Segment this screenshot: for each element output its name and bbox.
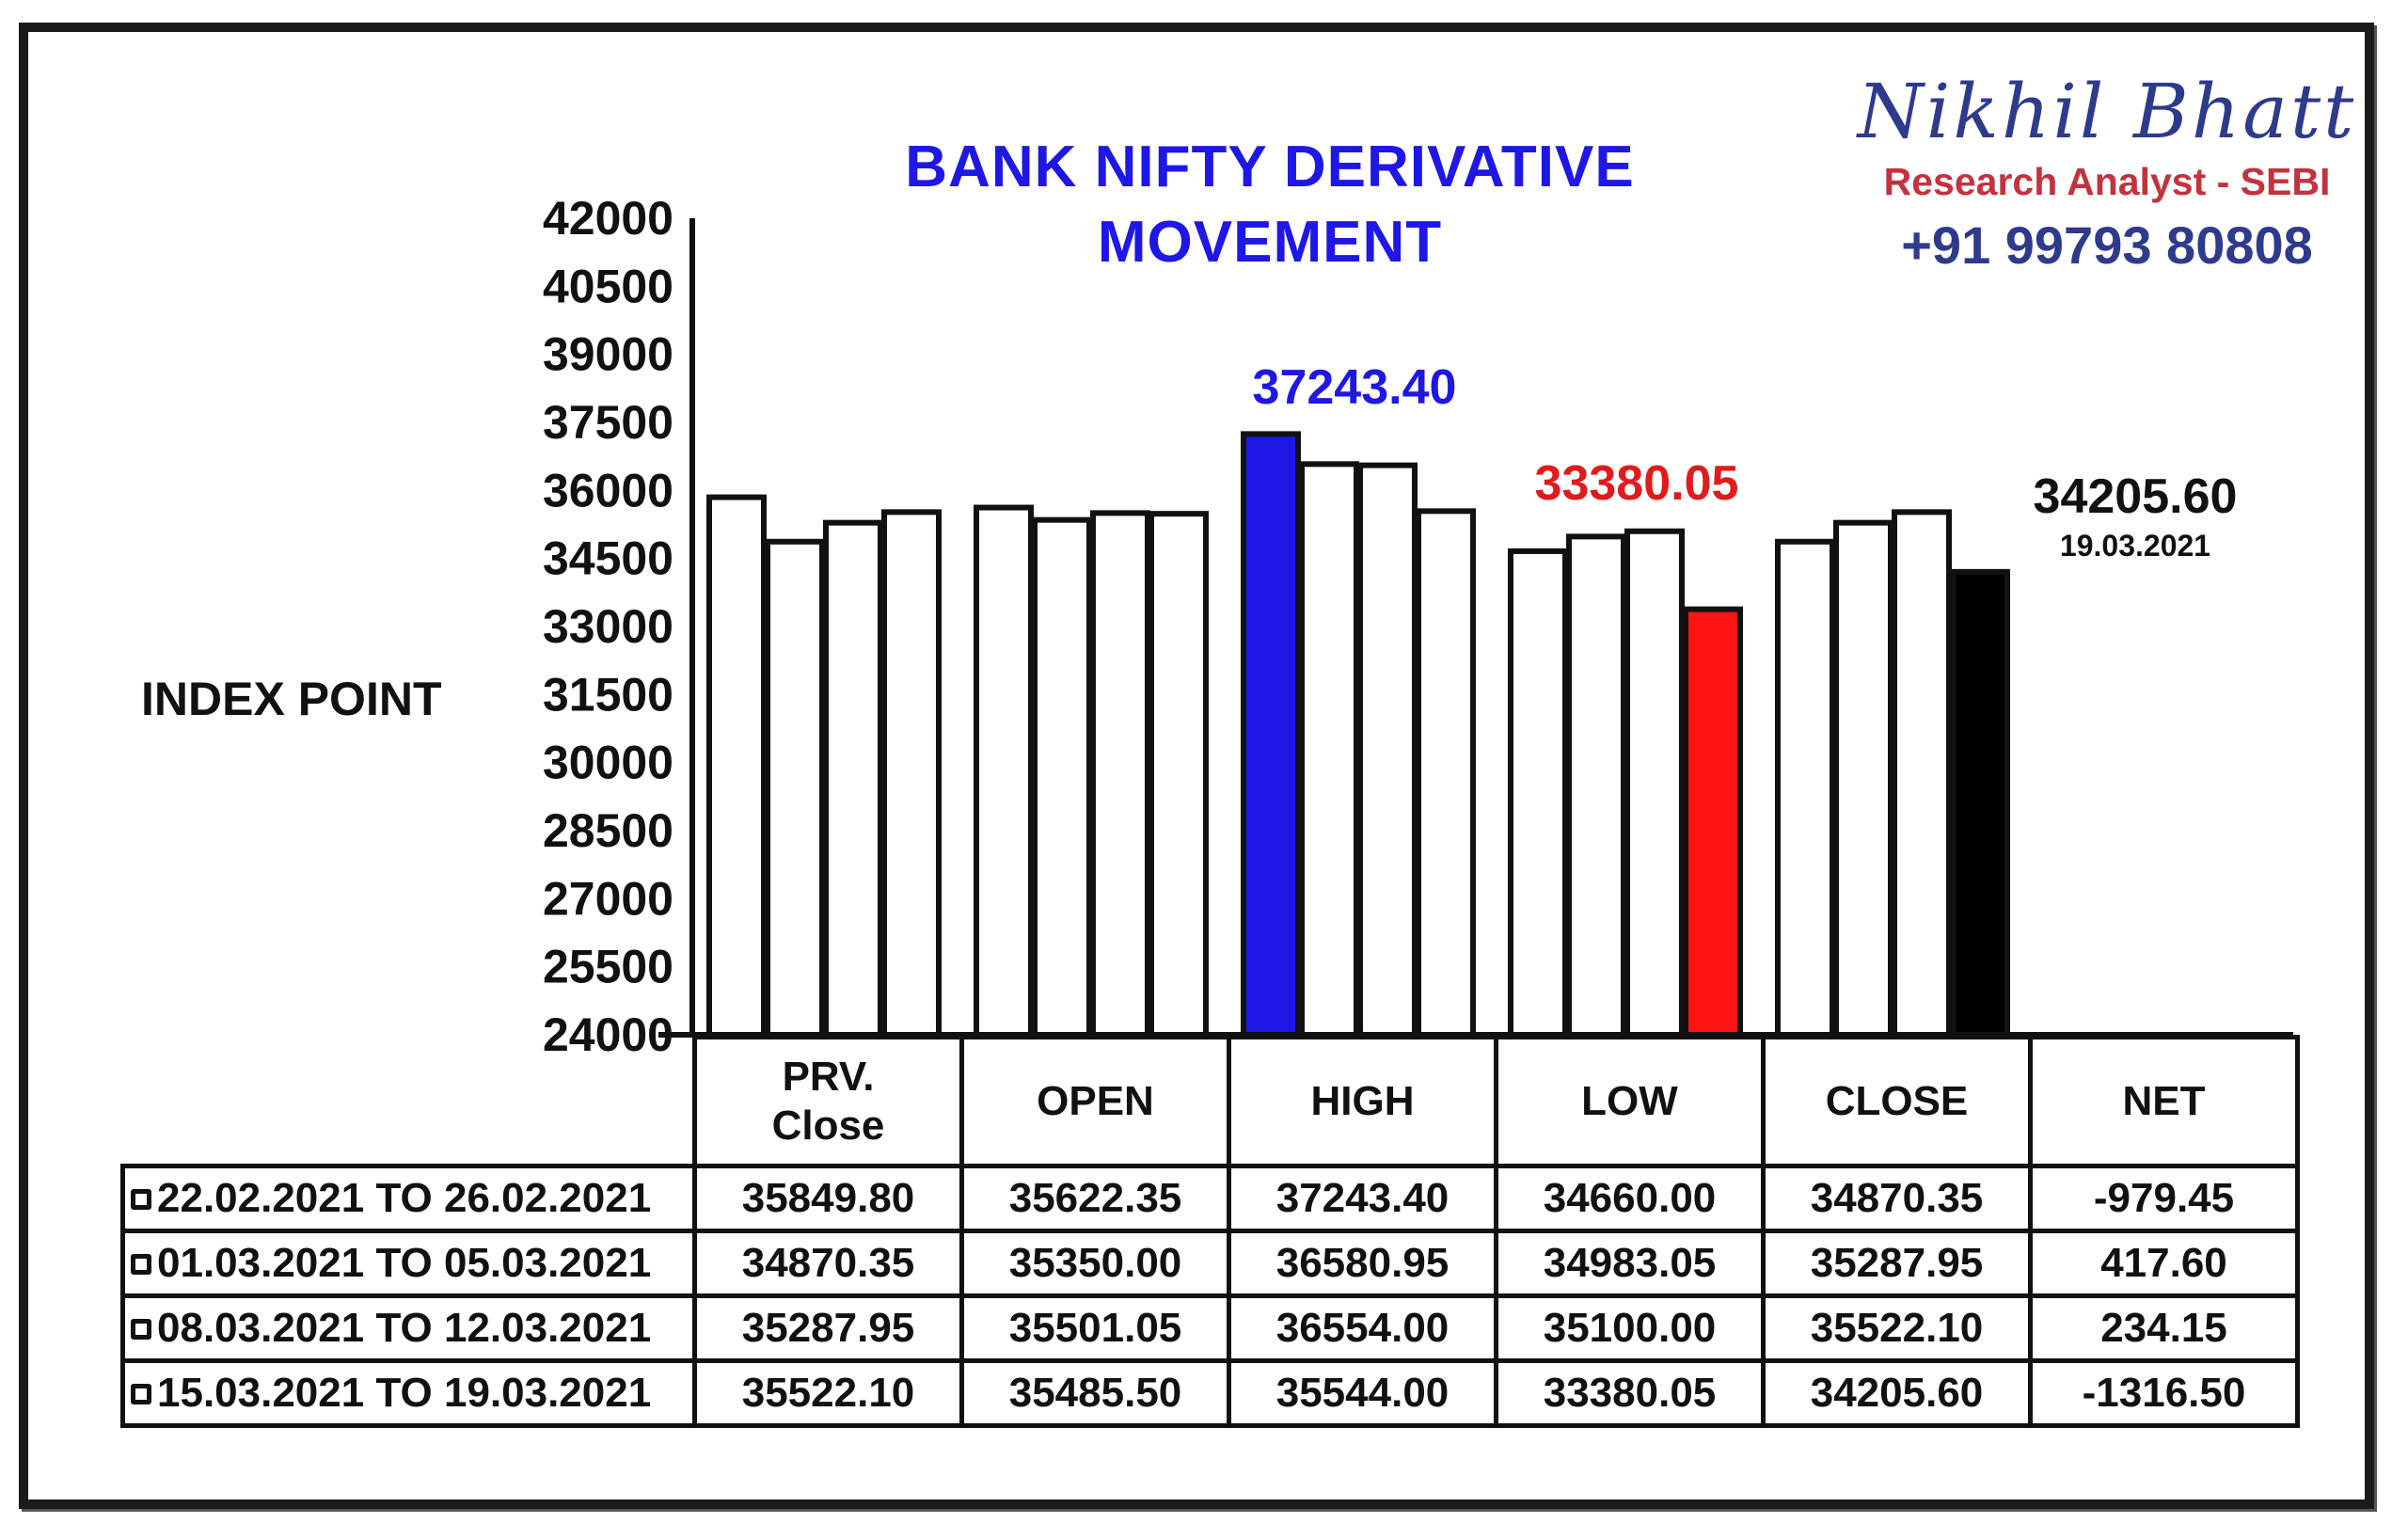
legend-square-icon: [131, 1319, 151, 1340]
bar-low-series-2: [1566, 533, 1626, 1038]
close-annotation: 34205.60: [2033, 469, 2238, 524]
row-period: 22.02.2021 TO 26.02.2021: [120, 1164, 697, 1233]
bar-prv-close-series-2: [765, 538, 825, 1038]
header-net: NET: [2028, 1035, 2300, 1168]
y-tick-label: 30000: [543, 737, 673, 789]
bar-high-series-1: [1241, 431, 1301, 1038]
cell-high: 35544.00: [1227, 1358, 1498, 1428]
legend-square-icon: [131, 1254, 151, 1275]
cell-high: 36580.95: [1227, 1229, 1498, 1298]
low-annotation: 33380.05: [1534, 456, 1739, 511]
cell-close: 34205.60: [1761, 1358, 2033, 1428]
cell-prv-close: 34870.35: [692, 1229, 964, 1298]
y-tick-label: 37500: [543, 396, 673, 449]
bar-close-series-2: [1833, 519, 1893, 1038]
bar-high-series-2: [1299, 461, 1359, 1039]
chart-title: BANK NIFTY DERIVATIVE MOVEMENT: [828, 130, 1712, 280]
title-line-1: BANK NIFTY DERIVATIVE: [905, 135, 1635, 199]
brand-phone: +91 99793 80808: [1901, 215, 2313, 275]
y-tick-label: 39000: [543, 328, 673, 381]
cell-close: 34870.35: [1761, 1164, 2033, 1233]
bars-group: [706, 431, 2010, 1039]
bar-close-series-1: [1775, 538, 1835, 1038]
cell-low: 34983.05: [1494, 1229, 1766, 1298]
cell-net: 417.60: [2028, 1229, 2300, 1298]
bar-close-series-4: [1950, 568, 2010, 1038]
table-header-row: PRV. Close OPEN HIGH LOW CLOSE NET: [123, 1035, 2300, 1168]
high-annotation: 37243.40: [1252, 360, 1457, 415]
legend-square-icon: [131, 1189, 151, 1210]
header-close: CLOSE: [1761, 1035, 2033, 1168]
row-period: 08.03.2021 TO 12.03.2021: [120, 1293, 697, 1363]
cell-high: 37243.40: [1227, 1164, 1498, 1233]
cell-low: 34660.00: [1494, 1164, 1766, 1233]
y-tick-label: 28500: [543, 804, 673, 857]
bar-open-series-1: [974, 504, 1034, 1038]
y-tick-label: 31500: [543, 668, 673, 721]
bar-close-series-3: [1892, 509, 1952, 1038]
brand-name: Nikhil Bhatt: [1857, 68, 2357, 155]
bar-open-series-2: [1032, 516, 1092, 1038]
cell-open: 35501.05: [959, 1293, 1231, 1363]
table-row: 08.03.2021 TO 12.03.2021 35287.95 35501.…: [120, 1293, 2300, 1363]
bar-high-series-4: [1416, 508, 1476, 1038]
y-tick-label: 34500: [543, 532, 673, 585]
cell-close: 35522.10: [1761, 1293, 2033, 1363]
cell-low: 35100.00: [1494, 1293, 1766, 1363]
table-row: 15.03.2021 TO 19.03.2021 35522.10 35485.…: [120, 1358, 2300, 1428]
bar-prv-close-series-1: [706, 494, 767, 1038]
bar-high-series-3: [1357, 462, 1418, 1038]
chart-frame: [19, 23, 2374, 1509]
header-low: LOW: [1494, 1035, 1766, 1168]
y-tick-label: 33000: [543, 600, 673, 653]
bar-open-series-4: [1149, 511, 1209, 1038]
y-tick-label: 25500: [543, 941, 673, 993]
table-row: 01.03.2021 TO 05.03.2021 34870.35 35350.…: [120, 1229, 2300, 1298]
cell-open: 35350.00: [959, 1229, 1231, 1298]
cell-close: 35287.95: [1761, 1229, 2033, 1298]
legend-square-icon: [131, 1384, 151, 1404]
bar-prv-close-series-3: [823, 519, 883, 1038]
table-corner: [123, 1038, 695, 1166]
brand-role: Research Analyst - SEBI: [1883, 160, 2331, 203]
data-table: PRV. Close OPEN HIGH LOW CLOSE NET 22.02…: [120, 1035, 2300, 1428]
row-period: 15.03.2021 TO 19.03.2021: [120, 1358, 697, 1428]
cell-high: 36554.00: [1227, 1293, 1498, 1363]
bar-low-series-3: [1624, 528, 1685, 1038]
y-tick-label: 42000: [543, 192, 673, 245]
header-open: OPEN: [959, 1035, 1231, 1168]
cell-net: 234.15: [2028, 1293, 2300, 1363]
y-axis-label: INDEX POINT: [141, 673, 442, 725]
cell-low: 33380.05: [1494, 1358, 1766, 1428]
table-row: 22.02.2021 TO 26.02.2021 35849.80 35622.…: [120, 1164, 2300, 1233]
bar-prv-close-series-4: [881, 509, 942, 1038]
cell-prv-close: 35849.80: [692, 1164, 964, 1233]
header-prv-close: PRV. Close: [692, 1035, 964, 1168]
bar-low-series-1: [1508, 547, 1568, 1038]
cell-net: -979.45: [2028, 1164, 2300, 1233]
cell-prv-close: 35522.10: [692, 1358, 964, 1428]
close-date-annotation: 19.03.2021: [2059, 529, 2211, 563]
y-axis-ticks: 42000 40500 39000 37500 36000 34500 33000 31500…: [543, 192, 673, 1061]
row-period: 01.03.2021 TO 05.03.2021: [120, 1229, 697, 1298]
y-tick-label: 36000: [543, 464, 673, 516]
bar-open-series-3: [1090, 510, 1150, 1038]
cell-open: 35485.50: [959, 1358, 1231, 1428]
y-tick-label: 40500: [543, 260, 673, 312]
title-line-2: MOVEMENT: [1097, 210, 1443, 275]
header-high: HIGH: [1227, 1035, 1498, 1168]
cell-prv-close: 35287.95: [692, 1293, 964, 1363]
bar-low-series-4: [1683, 606, 1743, 1038]
cell-open: 35622.35: [959, 1164, 1231, 1233]
y-tick-label: 24000: [543, 1008, 673, 1061]
cell-net: -1316.50: [2028, 1358, 2300, 1428]
y-tick-label: 27000: [543, 872, 673, 925]
